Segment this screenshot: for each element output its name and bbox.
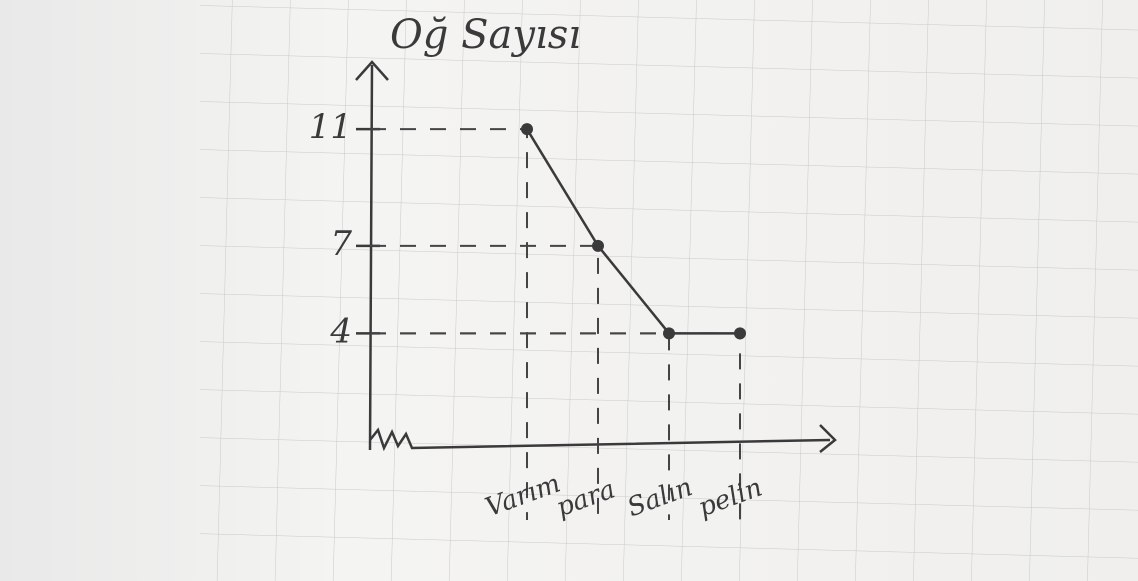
y-tick-label: 11 <box>309 107 352 147</box>
data-point <box>521 123 533 136</box>
data-point <box>734 327 746 340</box>
y-tick-label: 4 <box>329 311 352 351</box>
guide-line <box>370 244 599 520</box>
data-point <box>663 327 675 340</box>
data-line <box>525 128 740 335</box>
chart-title: Oğ Sayısı <box>390 12 581 58</box>
x-axis <box>369 424 837 453</box>
paper-grid <box>200 0 1138 581</box>
y-tick-label: 7 <box>330 224 352 264</box>
data-point <box>592 239 604 252</box>
